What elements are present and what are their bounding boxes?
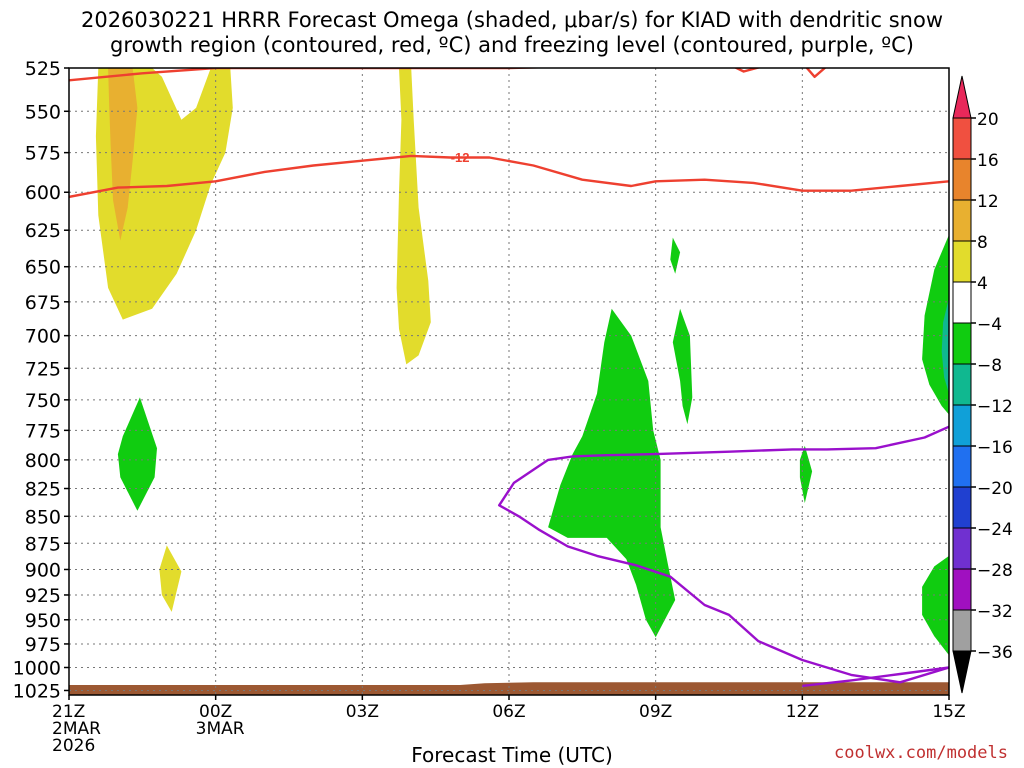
chart-title-line1: 2026030221 HRRR Forecast Omega (shaded, … [80,8,944,32]
x-axis-title: Forecast Time (UTC) [411,743,613,767]
omega-region-10 [941,297,949,394]
y-tick-label: 925 [25,585,61,607]
x-tick-label: 12Z [786,702,819,722]
y-tick-label: 575 [25,143,61,165]
x-tick-label: 15Z [932,702,965,722]
y-tick-label: 1025 [13,680,61,702]
colorbar-segment [952,404,972,447]
colorbar-label: 12 [977,192,999,212]
plot-fill-layer [69,68,949,695]
y-tick-label: 600 [25,182,61,204]
colorbar-label: −12 [977,397,1013,417]
colorbar-segment [952,445,972,488]
y-tick-label: 750 [25,390,61,412]
y-tick-label: 875 [25,533,61,555]
omega-region-12 [69,682,949,695]
x-tick-label: 2026 [52,736,95,756]
omega-region-2 [396,68,431,365]
colorbar-segment [952,609,972,652]
x-tick-label: 09Z [639,702,672,722]
colorbar-top-arrow [952,75,972,119]
dendritic-contour-1 [69,154,949,199]
plot-contour-layer: -12 [69,68,949,688]
colorbar-segment [952,527,972,570]
omega-region-6 [548,308,676,638]
omega-region-11 [922,555,949,656]
y-tick-label: 625 [25,220,61,242]
colorbar-label: −16 [977,438,1013,458]
colorbar-label: 16 [977,151,999,171]
colorbar-segment [952,240,972,283]
colorbar-label: −36 [977,643,1013,663]
y-tick-label: 850 [25,506,61,528]
y-tick-label: 975 [25,634,61,656]
omega-region-3 [159,545,182,612]
colorbar-bottom-arrow [952,650,972,694]
freezing-level-contour-1 [802,666,949,688]
colorbar-segment [952,158,972,201]
omega-region-8 [670,237,681,274]
y-tick-label: 1000 [13,657,61,679]
dendritic-contour-0 [69,68,827,82]
y-tick-label: 950 [25,610,61,632]
y-tick-label: 800 [25,450,61,472]
colorbar-label: 20 [977,110,999,130]
y-axis: 525 550 575 600 625 650 675 700 725 750 775 800 825 8… [13,58,69,702]
plot-grid-layer [69,67,949,695]
x-tick-label: 00Z [199,702,232,722]
colorbar-label: −4 [977,315,1002,335]
y-tick-label: 725 [25,358,61,380]
colorbar-label: −8 [977,356,1002,376]
x-tick-label: 03Z [346,702,379,722]
omega-region-9 [922,234,949,415]
colorbar-segment [952,281,972,324]
y-tick-label: 550 [25,101,61,123]
credit-link[interactable]: coolwx.com/models [834,743,1008,763]
y-tick-label: 525 [25,58,61,80]
colorbar-label: −24 [977,520,1013,540]
y-tick-label: 775 [25,420,61,442]
chart-title-line2: growth region (contoured, red, ºC) and f… [110,33,914,57]
y-tick-label: 650 [25,257,61,279]
colorbar-label: 4 [977,274,988,294]
colorbar: 20 16 12 8 4 −4 −8 −12 −16 −20 −24 −28 −32 −36 [952,75,1013,694]
y-tick-label: 825 [25,479,61,501]
colorbar-label: 8 [977,233,988,253]
colorbar-label: −28 [977,561,1013,581]
x-tick-label: 21Z [52,702,85,722]
colorbar-segment [952,568,972,611]
colorbar-segment [952,322,972,365]
x-tick-label: 3MAR [196,719,245,739]
colorbar-segment [952,117,972,160]
y-tick-label: 675 [25,292,61,314]
x-tick-label: 2MAR [52,719,101,739]
colorbar-segment [952,199,972,242]
x-tick-label: 06Z [492,702,525,722]
y-tick-label: 900 [25,559,61,581]
colorbar-label: −32 [977,602,1013,622]
y-tick-label: 700 [25,326,61,348]
omega-region-4 [117,397,157,511]
colorbar-segment [952,363,972,406]
colorbar-segment [952,486,972,529]
freezing-level-contour-0 [498,425,949,684]
omega-region-7 [799,445,813,504]
colorbar-label: −20 [977,479,1013,499]
omega-region-5 [672,308,693,425]
